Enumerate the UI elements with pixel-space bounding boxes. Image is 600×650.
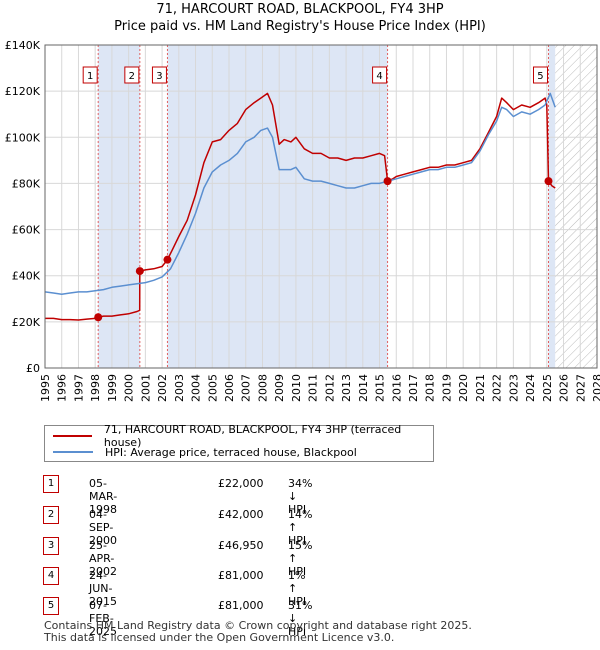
transaction-number: 3: [43, 537, 59, 555]
plot-frame: [44, 44, 598, 369]
transaction-number: 1: [43, 475, 59, 493]
transaction-date: 25-APR-2002: [89, 539, 117, 578]
x-tick-label: 1996: [56, 374, 69, 402]
sale-label-box: [372, 66, 388, 84]
x-tick-label: 2016: [390, 374, 403, 402]
x-tick-label: 2018: [424, 374, 437, 402]
footer-copyright: Contains HM Land Registry data © Crown c…: [44, 619, 472, 632]
chart-title: 71, HARCOURT ROAD, BLACKPOOL, FY4 3HP: [156, 2, 444, 17]
x-tick-label: 2011: [307, 374, 320, 402]
x-tick-label: 2008: [257, 374, 270, 402]
y-tick-label: £60K: [12, 224, 41, 237]
transaction-price: £81,000: [218, 569, 264, 582]
transaction-price: £22,000: [218, 477, 264, 490]
sale-label-box: [151, 66, 167, 84]
sale-label-box: [82, 66, 98, 84]
legend-swatch-hpi: [53, 451, 93, 453]
x-tick-label: 2012: [323, 374, 336, 402]
legend-label-property: 71, HARCOURT ROAD, BLACKPOOL, FY4 3HP (t…: [103, 423, 402, 449]
transaction-date: 05-MAR-1998: [89, 477, 118, 516]
sale-label: 1: [87, 71, 93, 82]
x-tick-label: 1997: [73, 374, 86, 402]
sale-point: [163, 255, 172, 264]
x-tick-label: 2010: [290, 374, 303, 402]
x-tick-label: 2023: [507, 374, 520, 402]
transaction-price: £46,950: [218, 539, 264, 552]
legend-swatch-property: [53, 435, 92, 437]
y-tick-label: £0: [26, 362, 40, 375]
transaction-date: 07-FEB-2025: [89, 599, 117, 638]
legend-item-property: 71, HARCOURT ROAD, BLACKPOOL, FY4 3HP (t…: [53, 423, 433, 449]
y-tick-label: £40K: [12, 270, 41, 283]
transaction-hpi-diff: 31% ↓ HPI: [288, 599, 313, 638]
transaction-date: 24-JUN-2015: [89, 569, 117, 608]
legend-label-hpi: HPI: Average price, terraced house, Blac…: [105, 445, 357, 459]
sale-point: [94, 313, 103, 322]
y-tick-label: £100K: [5, 131, 41, 144]
sale-label: 2: [129, 71, 135, 82]
future-hatch: [555, 45, 597, 368]
property-price-line: [45, 92, 556, 321]
y-tick-label: £120K: [5, 85, 41, 98]
legend-item-hpi: HPI: Average price, terraced house, Blac…: [53, 444, 357, 460]
x-tick-label: 2027: [574, 374, 587, 402]
chart-subtitle: Price paid vs. HM Land Registry's House …: [114, 19, 486, 34]
footer-licence: This data is licensed under the Open Gov…: [44, 631, 395, 644]
transaction-number: 5: [43, 597, 59, 615]
transaction-hpi-diff: 15% ↑ HPI: [288, 539, 313, 578]
y-tick-label: £140K: [5, 39, 41, 52]
x-tick-label: 2017: [407, 374, 420, 402]
x-tick-label: 2028: [591, 374, 600, 402]
hpi-line: [44, 92, 556, 295]
sale-label: 3: [156, 71, 162, 82]
x-tick-label: 2007: [240, 374, 253, 402]
x-tick-label: 2014: [357, 374, 370, 402]
transaction-hpi-diff: 34% ↓ HPI: [288, 477, 313, 516]
x-tick-label: 2002: [156, 374, 169, 402]
sale-label-box: [532, 66, 548, 84]
x-tick-label: 2009: [273, 374, 286, 402]
sale-label: 5: [537, 71, 543, 82]
sale-label-box: [124, 66, 140, 84]
sale-point: [135, 267, 144, 276]
x-tick-label: 1995: [39, 374, 52, 402]
x-tick-label: 2001: [139, 374, 152, 402]
x-tick-label: 2005: [206, 374, 219, 402]
sale-label: 4: [376, 71, 382, 82]
x-tick-label: 2015: [374, 374, 387, 402]
shaded-span: [548, 45, 556, 368]
transaction-number: 4: [43, 567, 59, 585]
x-tick-label: 2026: [558, 374, 571, 402]
x-tick-label: 2020: [457, 374, 470, 402]
transaction-price: £42,000: [218, 508, 264, 521]
transaction-price: £81,000: [218, 599, 264, 612]
x-tick-label: 2000: [123, 374, 136, 402]
x-tick-label: 2003: [173, 374, 186, 402]
shaded-span: [167, 45, 388, 368]
x-tick-label: 2019: [441, 374, 454, 402]
legend: 71, HARCOURT ROAD, BLACKPOOL, FY4 3HP (t…: [44, 423, 434, 462]
shaded-span: [98, 45, 140, 368]
x-tick-label: 2013: [340, 374, 353, 402]
x-tick-label: 2025: [541, 374, 554, 402]
y-tick-label: £20K: [12, 316, 41, 329]
sale-point: [383, 177, 392, 186]
x-tick-label: 2004: [190, 374, 203, 402]
transaction-date: 04-SEP-2000: [89, 508, 117, 547]
price-chart: 1 2 3 4 5 £0 £20K £40K £60K £80K £100K £120K £140K 1…: [5, 39, 600, 402]
transaction-hpi-diff: 14% ↑ HPI: [288, 508, 313, 547]
x-tick-label: 2022: [491, 374, 504, 402]
x-tick-label: 2006: [223, 374, 236, 402]
transaction-number: 2: [43, 506, 59, 524]
sale-point: [544, 177, 553, 186]
x-tick-label: 2021: [474, 374, 487, 402]
x-tick-label: 1999: [106, 374, 119, 402]
y-tick-label: £80K: [12, 177, 41, 190]
transaction-hpi-diff: 1% ↑ HPI: [288, 569, 307, 608]
x-tick-label: 1998: [89, 374, 102, 402]
x-tick-label: 2024: [524, 374, 537, 402]
